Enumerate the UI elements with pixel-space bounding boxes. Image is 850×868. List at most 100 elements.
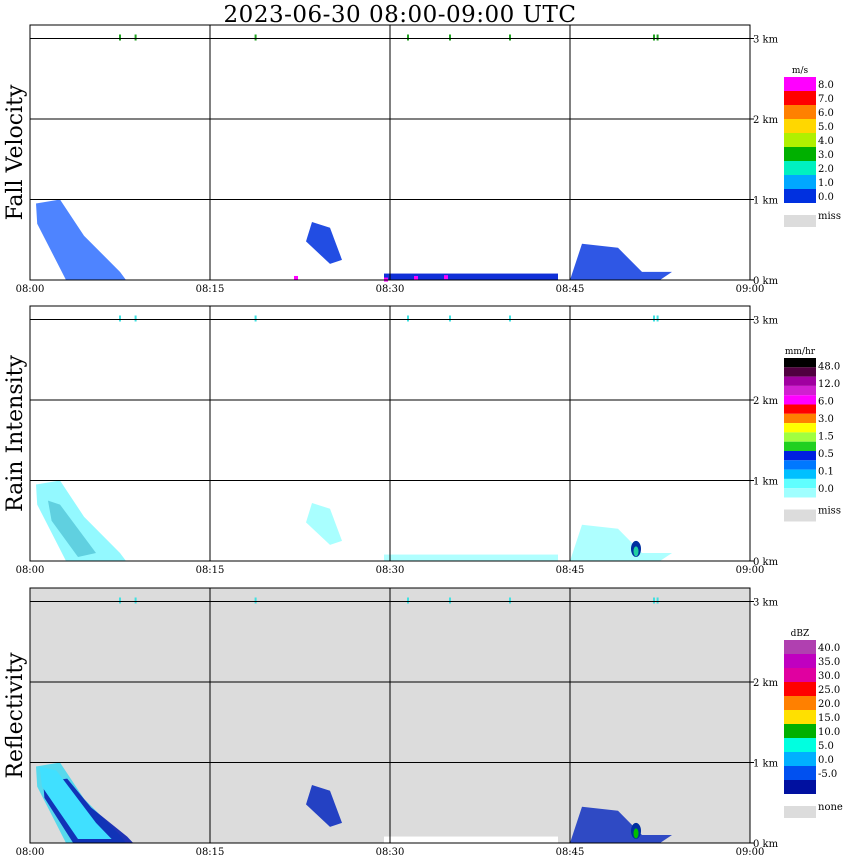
colorbar-swatch	[784, 189, 816, 203]
x-tick-label: 08:00	[16, 847, 45, 858]
colorbar-swatch	[784, 668, 816, 682]
top-mark	[449, 34, 451, 41]
panel-reflectivity: 08:00 08:15 08:30 08:45 09:000 km 1 km 2 km 3 k…	[3, 587, 843, 858]
colorbar-label: 4.0	[818, 136, 834, 147]
colorbar-unit: dBZ	[791, 629, 810, 639]
x-tick-label: 08:30	[376, 847, 405, 858]
y-tick-label: 1 km	[753, 759, 779, 770]
top-mark	[509, 597, 511, 604]
colorbar-swatch	[784, 404, 816, 414]
top-mark	[134, 34, 137, 41]
surface-echo	[384, 836, 558, 843]
x-tick-label: 08:00	[16, 284, 45, 295]
colorbar-swatch	[784, 161, 816, 175]
top-mark	[407, 34, 409, 41]
colorbar-swatch	[784, 752, 816, 766]
y-tick-label: 3 km	[753, 35, 779, 46]
colorbar-label: 3.0	[818, 150, 834, 161]
echo-region	[36, 199, 126, 280]
echo-core	[633, 546, 639, 557]
top-mark	[254, 597, 257, 604]
colorbar-label: 2.0	[818, 164, 834, 175]
colorbar-label: 25.0	[818, 685, 840, 696]
colorbar-swatch	[784, 640, 816, 654]
colorbar-label: 6.0	[818, 108, 834, 119]
colorbar-unit: mm/hr	[785, 347, 816, 357]
colorbar-swatch	[784, 432, 816, 442]
top-mark	[407, 315, 409, 322]
colorbar-swatch	[784, 488, 816, 498]
x-tick-label: 08:30	[376, 284, 405, 295]
y-tick-label: 1 km	[753, 196, 779, 207]
echo-region	[39, 766, 112, 839]
y-tick-label: 0 km	[753, 839, 779, 850]
x-tick-label: 09:00	[736, 847, 765, 858]
colorbar-swatch	[784, 441, 816, 451]
colorbar-label: 1.0	[818, 178, 834, 189]
colorbar-label: 10.0	[818, 727, 840, 738]
x-tick-label: 08:45	[556, 565, 585, 576]
data-point	[414, 275, 418, 280]
panel-rain-intensity: 08:00 08:15 08:30 08:45 09:000 km 1 km 2 km 3 k…	[3, 305, 841, 576]
y-tick-label: 2 km	[753, 396, 779, 407]
colorbar-swatch	[784, 738, 816, 752]
colorbar-miss-swatch	[784, 509, 816, 522]
colorbar-label: 6.0	[818, 397, 834, 408]
y-tick-label: 2 km	[753, 678, 779, 689]
top-mark	[134, 315, 137, 322]
x-tick-label: 08:00	[16, 565, 45, 576]
colorbar-label: 12.0	[818, 379, 840, 390]
colorbar-miss-label: miss	[818, 506, 841, 517]
colorbar-label: 20.0	[818, 699, 840, 710]
colorbar-label: 30.0	[818, 671, 840, 682]
colorbar-swatch	[784, 423, 816, 433]
colorbar-label: -5.0	[818, 769, 837, 780]
top-mark	[509, 315, 511, 322]
top-mark	[134, 597, 137, 604]
colorbar-miss-swatch	[784, 806, 816, 818]
colorbar-swatch	[784, 469, 816, 479]
colorbar-swatch	[784, 395, 816, 405]
colorbar-swatch	[784, 451, 816, 461]
top-mark	[119, 315, 121, 322]
colorbar-label: 0.0	[818, 192, 834, 203]
top-mark	[653, 34, 655, 41]
top-mark	[449, 315, 451, 322]
plot-frame	[29, 305, 751, 562]
colorbar-swatch	[784, 766, 816, 780]
x-tick-label: 08:30	[376, 565, 405, 576]
colorbar-swatch	[784, 147, 816, 161]
colorbar-miss-swatch	[784, 215, 816, 227]
echo-region	[306, 785, 342, 827]
y-tick-label: 0 km	[753, 276, 779, 287]
top-mark	[656, 315, 659, 322]
echo-region	[570, 806, 672, 843]
x-tick-label: 08:15	[196, 847, 225, 858]
colorbar-label: 48.0	[818, 362, 840, 373]
surface-echo	[384, 554, 558, 561]
y-axis-label: Rain Intensity	[3, 354, 28, 511]
plot-frame	[29, 587, 751, 844]
x-tick-label: 08:15	[196, 284, 225, 295]
colorbar-swatch	[784, 175, 816, 189]
top-mark	[653, 597, 655, 604]
data-point	[444, 275, 448, 280]
colorbar-label: 0.0	[818, 484, 834, 495]
colorbar-swatch	[784, 724, 816, 738]
colorbar-miss-label: none	[818, 802, 843, 813]
colorbar-label: 0.0	[818, 755, 834, 766]
colorbar-label: 35.0	[818, 657, 840, 668]
y-tick-label: 2 km	[753, 115, 779, 126]
colorbar-swatch	[784, 133, 816, 147]
colorbar-label: 0.5	[818, 449, 834, 460]
colorbar-swatch	[784, 367, 816, 377]
colorbar-label: 5.0	[818, 122, 834, 133]
top-mark	[449, 597, 451, 604]
echo-region	[36, 480, 126, 561]
top-mark	[509, 34, 511, 41]
echo-region	[306, 503, 342, 545]
y-tick-label: 3 km	[753, 598, 779, 609]
y-axis-label: Fall Velocity	[3, 84, 28, 220]
top-mark	[407, 597, 409, 604]
surface-echo	[384, 273, 558, 280]
